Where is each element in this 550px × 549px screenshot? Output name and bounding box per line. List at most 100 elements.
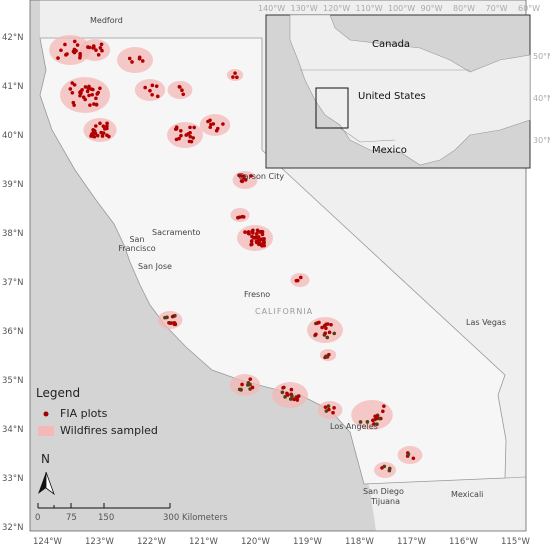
plot-point — [237, 173, 241, 178]
wildfire-area — [290, 273, 310, 287]
plot-point — [81, 95, 86, 100]
city-label: Los Angeles — [330, 422, 378, 431]
city-label: Mexicali — [451, 490, 484, 499]
plot-point — [75, 43, 80, 47]
california — [39, 37, 507, 485]
city-label: Tijuana — [371, 497, 401, 506]
plot-point — [206, 119, 210, 124]
plot-point — [324, 326, 328, 330]
plot-point — [93, 131, 98, 136]
plot-point — [262, 236, 266, 241]
plot-point — [248, 382, 252, 387]
city-label: Medford — [90, 16, 123, 25]
plot-point — [98, 121, 102, 126]
plot-point — [181, 92, 186, 97]
city-label: Fresno — [244, 290, 271, 299]
plot-point — [170, 314, 175, 319]
city-label: San Francisco — [118, 235, 156, 253]
plot-point — [78, 56, 82, 60]
plot-point — [148, 88, 152, 93]
plot-point — [283, 395, 287, 399]
plot-point — [140, 59, 145, 63]
plot-point — [251, 231, 255, 235]
plot-point — [289, 387, 294, 392]
plot-point — [95, 133, 100, 138]
plot-point — [179, 128, 183, 133]
plot-point — [143, 85, 147, 90]
plot-point — [70, 90, 75, 95]
plot-point — [211, 122, 216, 126]
plot-point — [188, 134, 193, 139]
plot-point — [324, 409, 329, 413]
ax-label: 118°W — [345, 537, 374, 547]
plot-point — [78, 90, 82, 95]
plot-point — [331, 410, 335, 415]
iax-label: 140°W — [258, 4, 286, 13]
plot-point — [382, 404, 386, 408]
iax-label: 30°N — [533, 136, 550, 145]
plot-point — [86, 86, 91, 91]
plot-point — [325, 322, 330, 326]
border — [504, 476, 527, 479]
plot-point — [168, 321, 172, 325]
wildfire-area — [157, 311, 183, 329]
ax-label: 41°N — [2, 82, 24, 92]
ax-label: 124°W — [33, 537, 62, 547]
ax-label: 121°W — [189, 537, 218, 547]
plot-point — [242, 174, 246, 178]
plot-point — [177, 84, 182, 89]
plot-point — [87, 93, 91, 98]
legend-patch — [38, 426, 54, 436]
plot-point — [96, 90, 100, 95]
plot-point — [137, 56, 142, 61]
plot-point — [365, 420, 370, 424]
leg-label: Wildfires sampled — [60, 424, 158, 437]
plot-point — [86, 45, 90, 49]
plot-point — [100, 48, 104, 53]
plot-point — [327, 352, 331, 357]
plot-point — [237, 387, 242, 392]
plot-point — [315, 321, 320, 325]
plot-point — [68, 87, 73, 91]
city-label: San Diego — [363, 487, 404, 496]
plot-point — [290, 394, 294, 398]
wildfire-area — [226, 69, 244, 81]
plot-point — [285, 391, 289, 396]
plot-point — [215, 126, 220, 131]
plot-point — [406, 452, 411, 457]
plot-point — [105, 121, 109, 126]
plot-point — [256, 235, 261, 239]
wildfire-area — [117, 47, 153, 73]
inset-borders — [300, 69, 470, 143]
plot-point — [233, 71, 237, 75]
extent-box — [315, 87, 349, 129]
country-label: Canada — [372, 39, 411, 50]
plot-point — [246, 230, 251, 234]
city-label: Las Vegas — [466, 318, 506, 327]
plot-point — [240, 179, 245, 184]
ax-label: 75 — [66, 513, 77, 523]
plot-point — [295, 395, 300, 400]
plot-point — [98, 46, 103, 50]
country-label: United States — [358, 91, 426, 102]
iax-label: 120°W — [323, 4, 351, 13]
plot-point — [70, 81, 75, 85]
leg-label: Legend — [36, 386, 81, 400]
wildfire-area — [374, 462, 396, 478]
plot-point — [105, 126, 109, 131]
plot-point — [298, 275, 303, 280]
plot-point — [163, 315, 167, 320]
plot-point — [191, 136, 196, 140]
plot-point — [254, 231, 259, 236]
plot-point — [281, 386, 285, 390]
ax-label: 300 — [163, 513, 180, 523]
country-label: Mexico — [372, 145, 407, 156]
plot-point — [180, 88, 184, 93]
plot-point — [258, 230, 262, 234]
wildfire-area — [199, 114, 231, 136]
plot-point — [248, 377, 253, 381]
ax-label: 42°N — [2, 33, 24, 43]
plot-point — [332, 331, 337, 336]
iax-label: 70°W — [485, 4, 508, 13]
city-label: Sacramento — [152, 228, 201, 237]
